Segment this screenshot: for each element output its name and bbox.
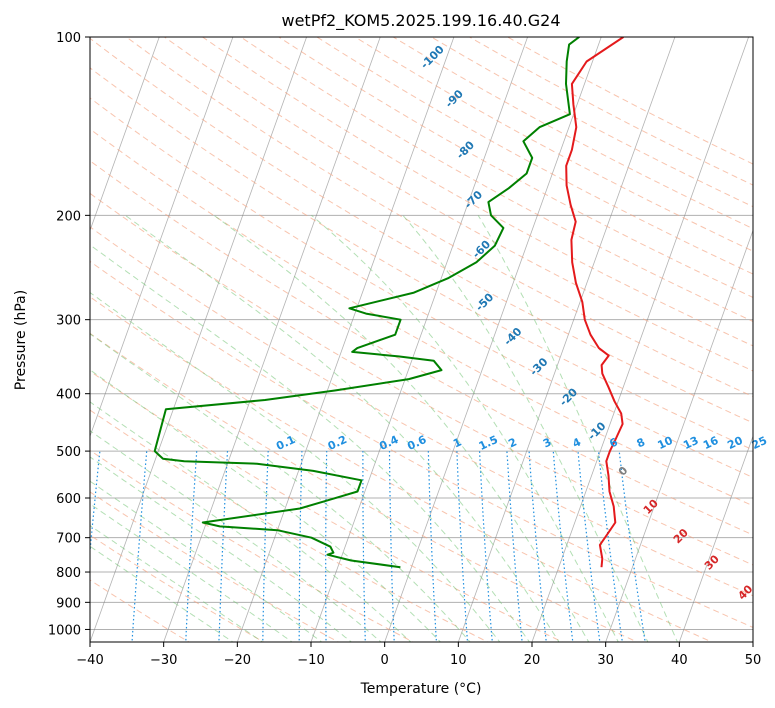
y-tick-label: 600 — [56, 492, 81, 507]
plot-background — [90, 37, 753, 642]
x-tick-label: 30 — [597, 653, 614, 668]
dry-adiabat-line — [90, 409, 489, 642]
y-axis-title: Pressure (hPa) — [13, 290, 29, 390]
dry-adiabat-line — [278, 37, 753, 299]
chart-title: wetPf2_KOM5.2025.199.16.40.G24 — [281, 11, 560, 31]
background-lines — [0, 32, 753, 645]
x-tick-label: 10 — [450, 653, 467, 668]
mixing-ratio-label: 25 — [750, 434, 769, 452]
mixing-ratio-label: 30 — [773, 434, 775, 452]
dry-adiabat-line — [90, 192, 753, 566]
mixing-ratio-label: 10 — [655, 434, 675, 452]
moist-adiabat-line — [477, 215, 678, 642]
mixing-ratio-line — [298, 451, 303, 642]
y-tick-label: 500 — [56, 445, 81, 460]
y-tick-label: 700 — [56, 532, 81, 547]
x-tick-label: 50 — [745, 653, 762, 668]
mixing-ratio-label: 16 — [701, 434, 721, 452]
x-tick-label: 0 — [381, 653, 389, 668]
x-axis-title: Temperature (°C) — [360, 681, 482, 697]
dry-adiabat-line — [90, 260, 753, 629]
temperature-profile — [565, 37, 624, 568]
moist-adiabat-line — [90, 333, 471, 642]
x-tick-label: −30 — [150, 653, 177, 668]
moist-adiabat-line — [402, 214, 649, 642]
mixing-ratio-line — [362, 451, 366, 642]
isotherm-line — [90, 37, 234, 438]
dry-adiabat-line — [90, 128, 753, 507]
moist-adiabat-line — [90, 503, 293, 642]
y-tick-label: 200 — [56, 209, 81, 224]
moist-adiabat-line — [213, 214, 590, 642]
mixing-ratio-label: 20 — [725, 434, 745, 452]
mixing-ratio-line — [325, 451, 328, 642]
dry-adiabat-line — [90, 579, 190, 642]
mixing-ratio-line — [218, 451, 229, 642]
dry-adiabat-line — [90, 534, 265, 642]
y-tick-label: 1000 — [48, 623, 81, 638]
mixing-ratio-label: 13 — [681, 434, 700, 452]
mixing-ratio-line — [388, 451, 395, 642]
dry-adiabat-line — [90, 332, 639, 642]
dry-adiabat-line — [90, 37, 753, 424]
isotherm-line — [236, 37, 455, 642]
moist-adiabat-line — [90, 291, 501, 642]
dry-adiabat-line — [90, 296, 713, 642]
plot-frame — [89, 36, 754, 643]
isotherm-line — [678, 435, 753, 642]
mixing-ratio-line — [262, 451, 269, 642]
isotherm-line — [310, 37, 529, 642]
isotherm-line — [531, 37, 750, 642]
dewpoint-profile — [153, 37, 580, 569]
dry-adiabat-line — [90, 449, 415, 642]
moist-adiabat-line — [90, 244, 531, 642]
moist-adiabat-line — [90, 401, 412, 642]
dry-adiabat-line — [90, 160, 753, 536]
isotherm-line — [0, 32, 14, 645]
axes: −40 −30 −20 −10 0 10 20 30 40 50 100 200 300 400 500 60… — [48, 31, 761, 668]
y-tick-label: 800 — [56, 566, 81, 581]
dry-adiabat-line — [90, 370, 564, 642]
dry-adiabat-line — [240, 37, 753, 322]
isotherm-line — [90, 37, 308, 642]
isotherm-line — [90, 37, 160, 232]
x-tick-label: 20 — [524, 653, 541, 668]
isotherm-line — [752, 640, 753, 642]
y-tick-label: 400 — [56, 388, 81, 403]
y-tick-label: 100 — [56, 31, 81, 46]
dry-adiabat-line — [126, 37, 753, 398]
sounding-profiles — [153, 37, 624, 569]
dry-adiabat-line — [90, 97, 753, 479]
mixing-ratio-line — [427, 451, 438, 642]
dry-adiabat-line — [90, 226, 753, 597]
x-tick-label: 40 — [671, 653, 688, 668]
moist-adiabat-line — [125, 214, 560, 642]
isotherm-line — [457, 37, 676, 642]
isotherm-line — [605, 229, 753, 642]
y-tick-label: 300 — [56, 314, 81, 329]
moist-adiabat-line — [90, 456, 353, 642]
x-tick-label: −10 — [297, 653, 324, 668]
moist-adiabat-line — [311, 214, 619, 642]
x-tick-label: −20 — [224, 653, 251, 668]
isotherm-line — [384, 37, 602, 642]
moist-adiabat-line — [90, 480, 323, 642]
moist-adiabat-line — [90, 430, 382, 642]
x-tick-label: −40 — [76, 653, 103, 668]
isotherm-line — [163, 37, 381, 642]
y-tick-label: 900 — [56, 596, 81, 611]
